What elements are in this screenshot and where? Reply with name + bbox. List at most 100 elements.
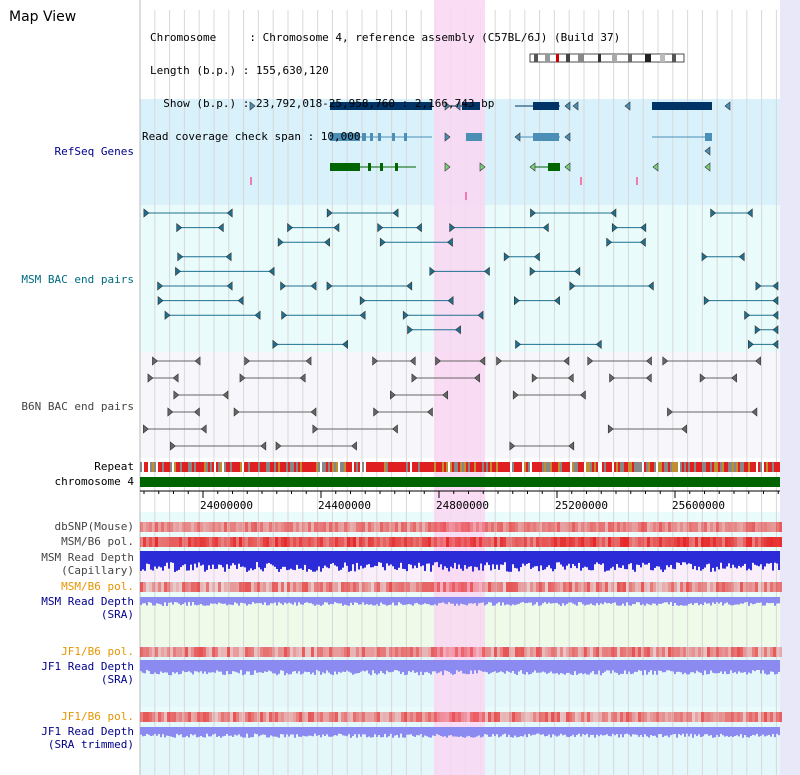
- polymorphism-block: [719, 582, 722, 592]
- read-depth-bar: [618, 660, 620, 675]
- read-depth-bar: [642, 597, 644, 605]
- track-label-refseq[interactable]: RefSeq Genes: [54, 145, 134, 158]
- polymorphism-block: [323, 712, 326, 722]
- read-depth-bar: [772, 727, 774, 735]
- read-depth-bar: [142, 597, 144, 604]
- track-label-b6n-bac[interactable]: B6N BAC end pairs: [21, 400, 134, 413]
- read-depth-bar: [232, 597, 234, 606]
- track-label-jf1-b6-pol[interactable]: JF1/B6 pol.: [61, 645, 134, 658]
- polymorphism-block: [716, 537, 719, 547]
- read-depth-bar: [416, 597, 418, 603]
- polymorphism-block: [350, 537, 353, 547]
- polymorphism-block: [287, 712, 290, 722]
- read-depth-bar: [346, 660, 348, 671]
- read-depth-bar: [262, 551, 264, 572]
- read-depth-bar: [670, 551, 672, 565]
- polymorphism-block: [362, 537, 365, 547]
- read-depth-bar: [568, 597, 570, 603]
- repeat-block: [292, 462, 294, 472]
- polymorphism-block: [140, 647, 143, 657]
- strand-arrow: [652, 162, 659, 172]
- repeat-block: [334, 462, 336, 472]
- track-label-chromosome[interactable]: chromosome 4: [54, 475, 134, 488]
- ideogram: [529, 53, 685, 63]
- repeat-block: [484, 462, 486, 472]
- read-depth-bar: [484, 597, 486, 606]
- read-depth-bar: [450, 727, 452, 736]
- repeat-block: [286, 462, 288, 472]
- track-label-msm-b6-pol[interactable]: MSM/B6 pol.: [61, 535, 134, 548]
- read-depth-bar: [612, 660, 614, 671]
- read-depth-bar: [318, 597, 320, 605]
- polymorphism-block: [437, 522, 440, 532]
- track-label-repeat[interactable]: Repeat: [94, 460, 134, 473]
- read-depth-bar: [164, 597, 166, 603]
- repeat-block: [218, 462, 220, 472]
- polymorphism-block: [500, 647, 503, 657]
- polymorphism-block: [224, 712, 227, 722]
- repeat-block: [768, 462, 770, 472]
- repeat-block: [586, 462, 588, 472]
- polymorphism-block: [176, 647, 179, 657]
- read-depth-bar: [710, 727, 712, 736]
- polymorphism-block: [380, 582, 383, 592]
- repeat-block: [644, 462, 646, 472]
- repeat-block: [764, 462, 766, 472]
- polymorphism-block: [404, 522, 407, 532]
- repeat-block: [446, 462, 448, 472]
- read-depth-bar: [190, 727, 192, 735]
- read-depth-bar: [458, 597, 460, 606]
- repeat-block: [748, 462, 750, 472]
- read-depth-bar: [634, 551, 636, 572]
- read-depth-bar: [486, 597, 488, 605]
- read-depth-bar: [216, 660, 218, 671]
- track-label-msm-bac[interactable]: MSM BAC end pairs: [21, 273, 134, 286]
- polymorphism-block: [182, 537, 185, 547]
- read-depth-bar: [394, 660, 396, 671]
- track-label-msm-b6-pol-2[interactable]: MSM/B6 pol.: [61, 580, 134, 593]
- track-label-msm-depth-cap[interactable]: MSM Read Depth: [41, 551, 134, 564]
- polymorphism-block: [347, 582, 350, 592]
- read-depth-bar: [330, 660, 332, 675]
- polymorphism-block: [536, 647, 539, 657]
- polymorphism-block: [773, 582, 776, 592]
- read-depth-bar: [560, 660, 562, 674]
- polymorphism-block: [431, 522, 434, 532]
- read-depth-bar: [358, 727, 360, 735]
- polymorphism-block: [305, 647, 308, 657]
- read-depth-bar: [614, 660, 616, 673]
- repeat-block: [264, 462, 266, 472]
- read-depth-bar: [280, 597, 282, 604]
- track-label-jf1-depth-sra[interactable]: JF1 Read Depth: [41, 660, 134, 673]
- read-depth-bar: [576, 597, 578, 606]
- polymorphism-block: [584, 537, 587, 547]
- strand-arrow: [351, 441, 357, 451]
- read-depth-bar: [298, 660, 300, 672]
- polymorphism-block: [626, 647, 629, 657]
- polymorphism-block: [170, 582, 173, 592]
- read-depth-bar: [514, 727, 516, 736]
- strand-arrow: [193, 407, 200, 417]
- read-depth-bar: [304, 727, 306, 737]
- read-depth-bar: [692, 551, 694, 570]
- polymorphism-block: [461, 537, 464, 547]
- read-depth-bar: [620, 660, 622, 674]
- polymorphism-block: [227, 582, 230, 592]
- repeat-block: [320, 462, 322, 472]
- track-label-dbsnp[interactable]: dbSNP(Mouse): [54, 520, 134, 533]
- track-label-jf1-b6-pol-2[interactable]: JF1/B6 pol.: [61, 710, 134, 723]
- read-depth-bar: [488, 727, 490, 737]
- polymorphism-block: [668, 537, 671, 547]
- strand-arrow: [710, 208, 717, 218]
- read-depth-bar: [456, 597, 458, 604]
- polymorphism-block: [590, 522, 593, 532]
- track-label-jf1-depth-trim[interactable]: JF1 Read Depth: [41, 725, 134, 738]
- read-depth-bar: [366, 727, 368, 738]
- read-depth-bar: [750, 660, 752, 674]
- track-label-msm-depth-sra[interactable]: MSM Read Depth: [41, 595, 134, 608]
- strand-arrow: [449, 222, 456, 233]
- read-depth-bar: [218, 727, 220, 737]
- read-depth-bar: [310, 660, 312, 675]
- polymorphism-block: [407, 522, 410, 532]
- read-depth-bar: [704, 727, 706, 735]
